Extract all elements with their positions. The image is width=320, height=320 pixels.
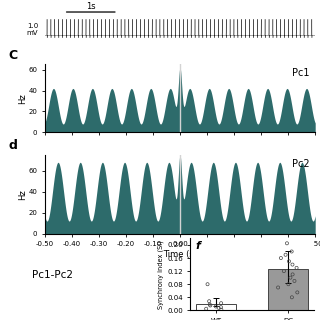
Y-axis label: Synchrony index (SI): Synchrony index (SI) [158,240,164,309]
Point [292,278,297,284]
Text: 1s: 1s [86,2,96,11]
Point [278,255,284,260]
Point [213,304,219,309]
Point [286,259,292,264]
Point [283,252,288,257]
Point [208,303,213,308]
Y-axis label: Hz: Hz [18,93,27,104]
Point [294,265,299,270]
Point [205,282,210,287]
Text: 1.0
mV: 1.0 mV [27,23,38,36]
Y-axis label: Hz: Hz [18,189,27,200]
Point [204,306,209,311]
Point [289,295,294,300]
Text: f: f [195,241,200,251]
Point [290,262,295,267]
Point [281,268,286,274]
Point [288,275,293,280]
Point [219,307,224,312]
Point [284,241,290,246]
Point [207,299,212,304]
Text: Pc1-Pc2: Pc1-Pc2 [32,270,73,280]
Text: Pc2: Pc2 [292,159,310,169]
X-axis label: Time (s): Time (s) [163,250,197,259]
Point [295,290,300,295]
Bar [196,304,236,310]
Point [289,249,294,254]
Text: C: C [8,49,17,62]
Text: Pc1: Pc1 [292,68,310,78]
Point [286,282,291,287]
Point [218,305,223,310]
Bar [268,269,308,310]
Point [207,302,212,307]
Text: d: d [8,139,17,152]
Point [219,301,224,306]
Point [216,305,221,310]
Point [290,272,295,277]
Point [276,285,281,290]
